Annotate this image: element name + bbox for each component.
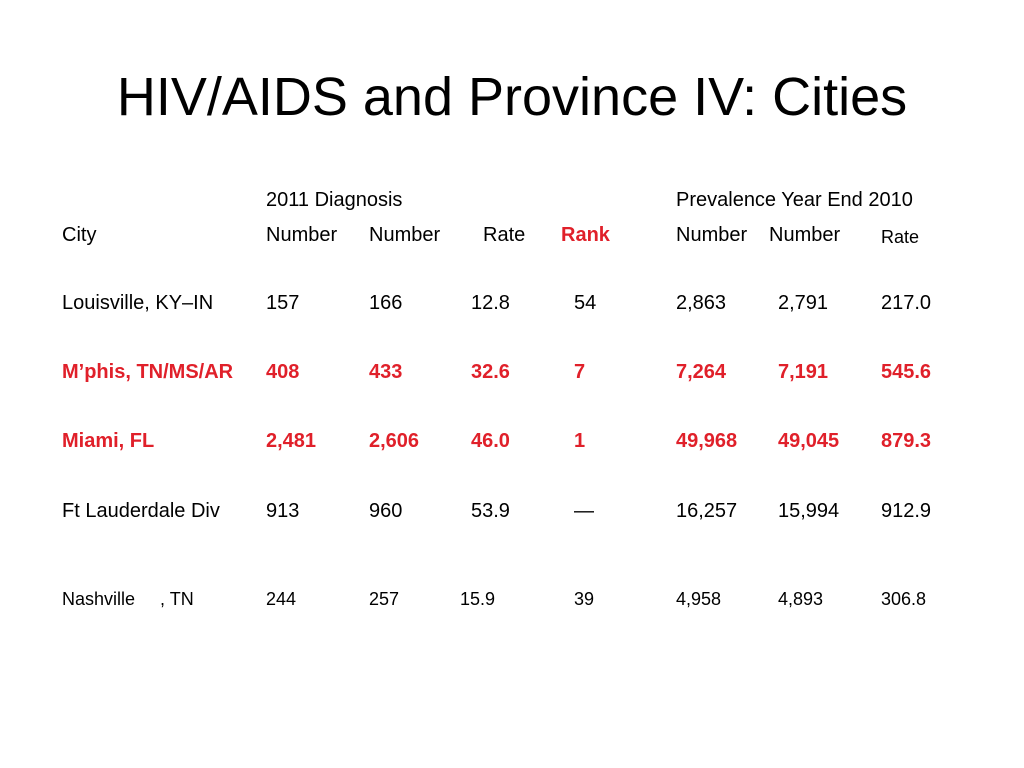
slide-title: HIV/AIDS and Province IV: Cities xyxy=(116,67,908,127)
row-louisville-city: Louisville, KY–IN xyxy=(62,292,214,314)
row-louisville-diag-number-1: 157 xyxy=(266,292,300,314)
row-nashville-prev-number-2: 4,893 xyxy=(778,589,824,609)
row-memphis-diag-rate: 32.6 xyxy=(471,361,510,383)
row-louisville-diag-number-2: 166 xyxy=(369,292,403,314)
row-nashville-diag-rate: 15.9 xyxy=(460,589,496,609)
column-header-city: City xyxy=(62,224,97,246)
row-nashville-city: Nashville , TN xyxy=(62,589,194,609)
column-header-diag-number-1: Number xyxy=(266,224,338,246)
prevalence-group-header: Prevalence Year End 2010 xyxy=(676,189,913,211)
row-miami-diag-rank: 1 xyxy=(574,430,586,452)
column-header-diag-rate: Rate xyxy=(483,224,526,246)
row-memphis-prev-rate: 545.6 xyxy=(881,361,932,383)
row-miami-city: Miami, FL xyxy=(62,430,155,452)
row-nashville-prev-number-1: 4,958 xyxy=(676,589,722,609)
row-louisville-prev-number-2: 2,791 xyxy=(778,292,829,314)
diagnosis-group-header: 2011 Diagnosis xyxy=(266,189,403,211)
row-ft-lauderdale-diag-number-2: 960 xyxy=(369,500,403,522)
row-ft-lauderdale-city: Ft Lauderdale Div xyxy=(62,500,220,522)
row-memphis-city: M’phis, TN/MS/AR xyxy=(62,361,234,383)
row-miami-diag-rate: 46.0 xyxy=(471,430,510,452)
row-miami-prev-number-2: 49,045 xyxy=(778,430,840,452)
row-louisville-diag-rate: 12.8 xyxy=(471,292,510,314)
row-louisville-prev-rate: 217.0 xyxy=(881,292,932,314)
row-ft-lauderdale-diag-rank: — xyxy=(574,500,594,522)
row-memphis-diag-number-1: 408 xyxy=(266,361,300,383)
row-ft-lauderdale-diag-number-1: 913 xyxy=(266,500,300,522)
row-ft-lauderdale-prev-rate: 912.9 xyxy=(881,500,932,522)
column-header-diag-rank: Rank xyxy=(561,224,610,246)
row-louisville-diag-rank: 54 xyxy=(574,292,597,314)
column-header-prev-number-1: Number xyxy=(676,224,748,246)
row-louisville-prev-number-1: 2,863 xyxy=(676,292,727,314)
row-nashville-diag-number-2: 257 xyxy=(369,589,400,609)
row-miami-prev-rate: 879.3 xyxy=(881,430,932,452)
row-ft-lauderdale-prev-number-1: 16,257 xyxy=(676,500,738,522)
row-memphis-diag-number-2: 433 xyxy=(369,361,403,383)
row-nashville-prev-rate: 306.8 xyxy=(881,589,927,609)
row-memphis-prev-number-1: 7,264 xyxy=(676,361,727,383)
column-header-prev-rate: Rate xyxy=(881,227,920,247)
column-header-prev-number-2: Number xyxy=(769,224,841,246)
row-nashville-diag-rank: 39 xyxy=(574,589,595,609)
row-memphis-prev-number-2: 7,191 xyxy=(778,361,829,383)
row-ft-lauderdale-diag-rate: 53.9 xyxy=(471,500,510,522)
row-ft-lauderdale-prev-number-2: 15,994 xyxy=(778,500,840,522)
row-miami-prev-number-1: 49,968 xyxy=(676,430,738,452)
row-miami-diag-number-1: 2,481 xyxy=(266,430,317,452)
row-nashville-diag-number-1: 244 xyxy=(266,589,297,609)
row-memphis-diag-rank: 7 xyxy=(574,361,586,383)
row-miami-diag-number-2: 2,606 xyxy=(369,430,420,452)
column-header-diag-number-2: Number xyxy=(369,224,441,246)
